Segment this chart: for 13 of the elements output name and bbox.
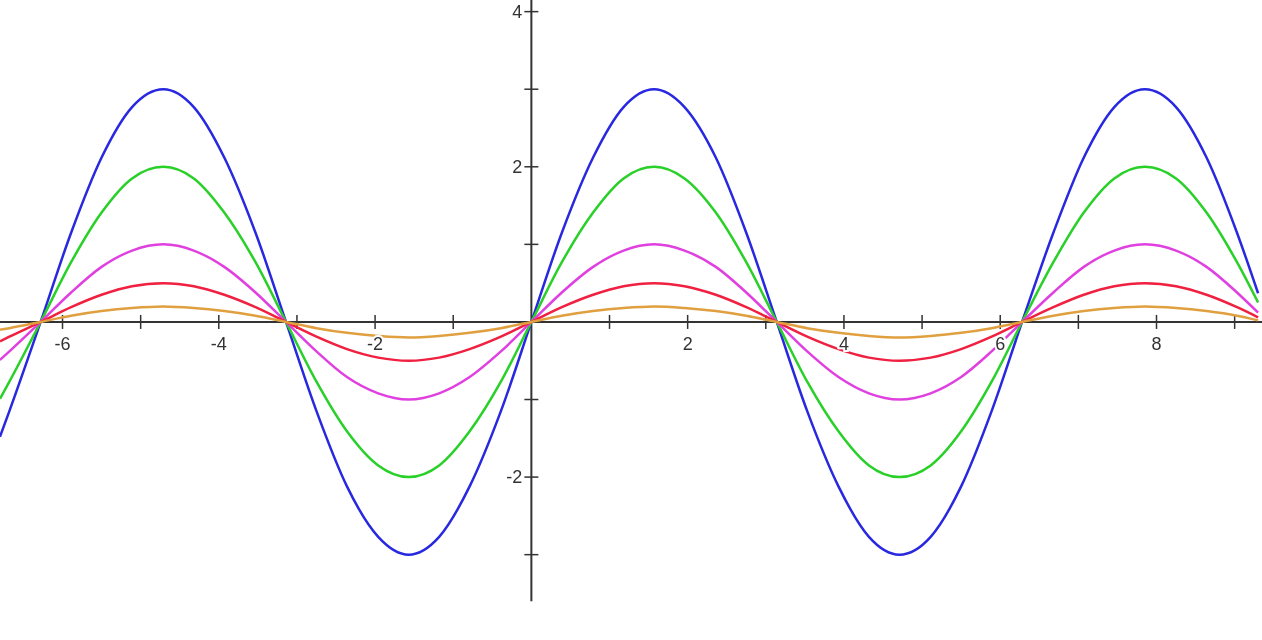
line-series (0, 305, 1260, 339)
y-tick-label: -2 (506, 467, 523, 488)
x-tick-label: 2 (682, 333, 693, 354)
x-tick-label: -2 (367, 333, 384, 354)
x-tick-label: 4 (838, 333, 849, 354)
line-series (0, 243, 1260, 401)
x-tick-label: -4 (210, 333, 227, 354)
line-series (0, 281, 1260, 362)
y-tick-label: 4 (512, 1, 523, 22)
y-tick-label: 2 (512, 156, 523, 177)
line-series (0, 87, 1260, 556)
x-tick-label: 8 (1151, 333, 1162, 354)
x-tick-label: -6 (54, 333, 71, 354)
